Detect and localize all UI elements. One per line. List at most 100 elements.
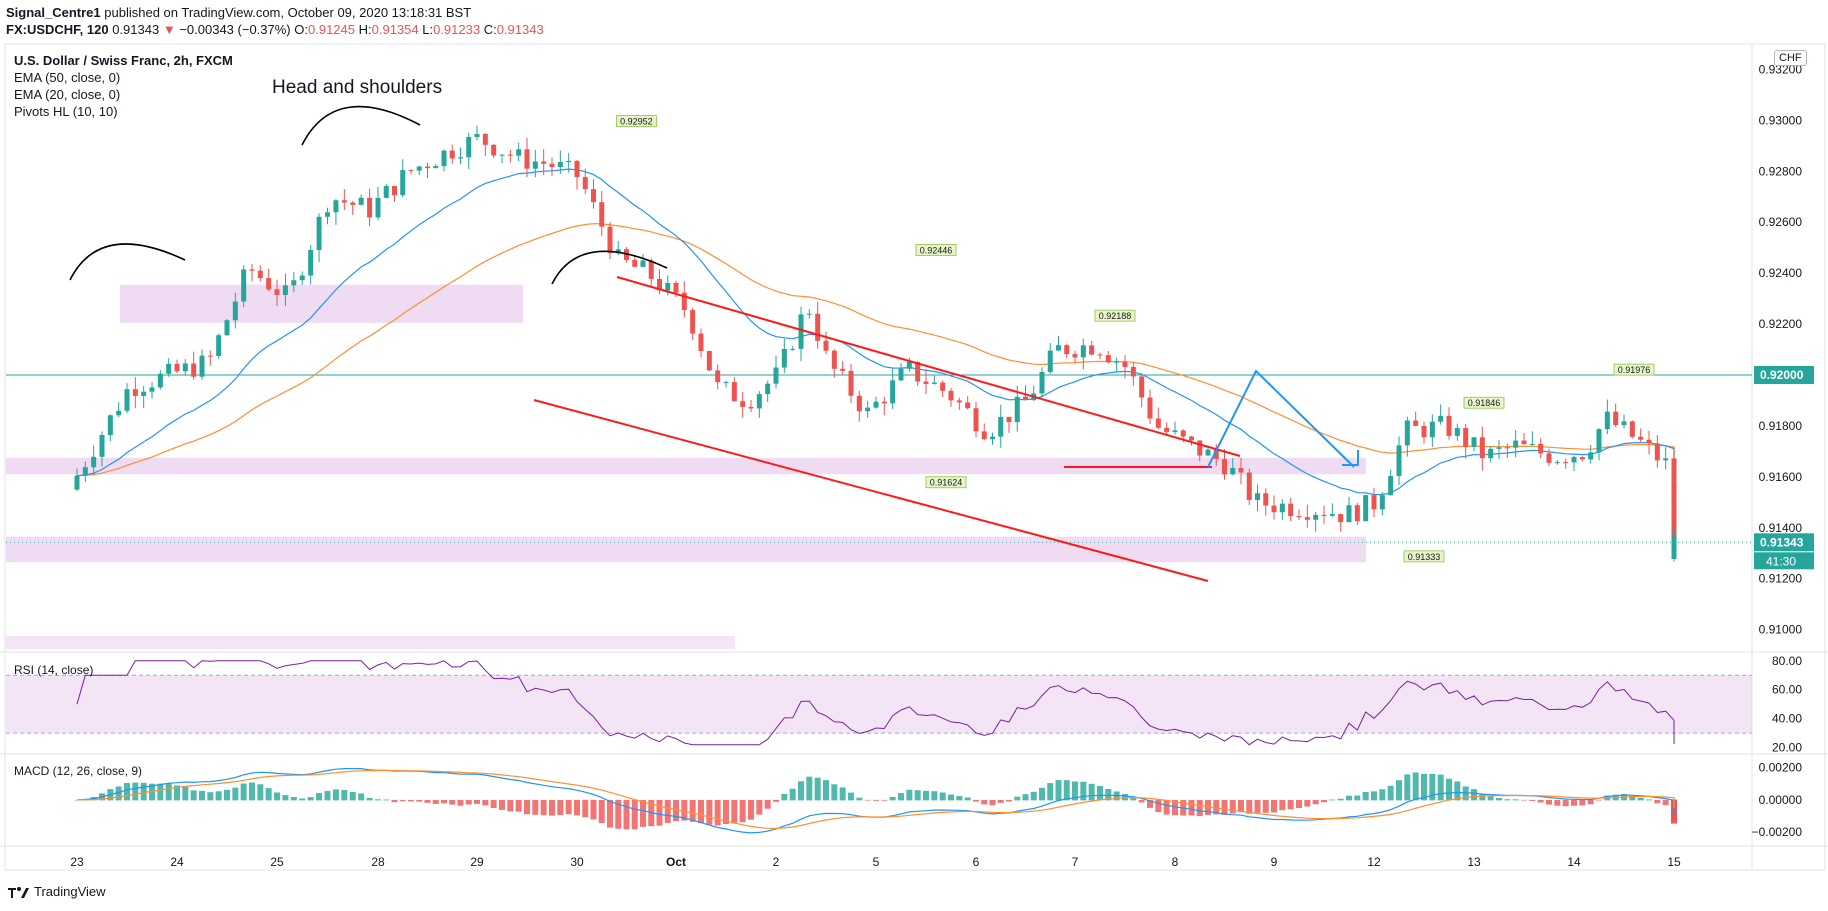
macd-hist-bar (265, 788, 272, 801)
candle-body (266, 278, 272, 290)
candle-body (532, 161, 538, 169)
macd-hist-bar (1130, 797, 1137, 801)
candle-body (1379, 495, 1385, 510)
macd-hist-bar (582, 799, 589, 818)
candle-body (1571, 457, 1577, 463)
legend-ema20[interactable]: EMA (20, close, 0) (14, 87, 121, 102)
candle-body (1321, 514, 1327, 516)
macd-hist-bar (981, 799, 988, 805)
candle-body (367, 197, 373, 218)
macd-hist-bar (1362, 791, 1369, 801)
candle-body (1288, 503, 1294, 517)
macd-hist-bar (823, 780, 829, 801)
macd-hist-bar (748, 799, 754, 820)
footer-brand[interactable]: TradingView (8, 884, 106, 899)
down-arrow-icon: ▼ (162, 22, 176, 37)
ohlc-line: FX:USDCHF, 120 0.91343 ▼ −0.00343 (−0.37… (6, 21, 544, 38)
candle-body (400, 170, 406, 196)
macd-hist-bar (1471, 789, 1477, 801)
publish-line: Signal_Centre1 published on TradingView.… (6, 4, 544, 21)
macd-hist-bar (914, 790, 921, 801)
macd-line (76, 768, 1675, 834)
candle-body (1604, 411, 1610, 430)
pivot-label: 0.92446 (920, 245, 953, 255)
time-tick-label: 2 (773, 855, 780, 869)
candle-body (765, 383, 771, 395)
macd-hist-bar (1221, 799, 1228, 815)
macd-hist-bar (1521, 799, 1527, 801)
candles (74, 125, 1677, 562)
macd-tick-label: 0.00000 (1759, 793, 1803, 807)
macd-hist-bar (1529, 799, 1536, 801)
macd-hist-bar (1163, 799, 1170, 815)
macd-hist-bar (1063, 780, 1070, 801)
countdown-label: 41:30 (1766, 554, 1796, 568)
publisher-name[interactable]: Signal_Centre1 (6, 5, 101, 20)
candle-body (282, 285, 288, 295)
macd-hist-bar (1587, 799, 1594, 805)
macd-hist-bar (416, 799, 423, 802)
candle-body (1155, 418, 1161, 428)
candle-body (865, 407, 871, 412)
macd-hist-bar (956, 795, 963, 801)
macd-hist-bar (1446, 778, 1452, 801)
countdown-tag (1754, 552, 1814, 570)
time-tick-label: 25 (270, 855, 284, 869)
candle-body (1588, 452, 1594, 460)
macd-hist-bar (540, 799, 547, 816)
candle-body (1213, 449, 1219, 460)
macd-hist-bar (1138, 799, 1145, 803)
candle-body (191, 363, 197, 377)
candle-body (632, 259, 638, 267)
price-tick-label: 0.91400 (1759, 521, 1803, 535)
candle-body (698, 333, 704, 352)
macd-tick-label: −0.00200 (1752, 825, 1803, 839)
candle-body (383, 186, 389, 198)
macd-hist-bar (1155, 799, 1162, 813)
price-tick-label: 0.92800 (1759, 164, 1803, 178)
last-price-label: 0.91343 (1760, 535, 1804, 549)
candle-body (756, 394, 762, 409)
tradingview-logo-icon (8, 886, 29, 898)
candle-body (333, 200, 339, 213)
rsi-pane-title: RSI (14, close) (14, 663, 94, 677)
candle-body (325, 212, 330, 217)
candle-body (1014, 396, 1020, 423)
macd-hist-bar (1379, 789, 1386, 801)
candle-body (474, 133, 480, 137)
candle-body (1388, 476, 1394, 496)
candle-body (1438, 415, 1444, 422)
candle-body (416, 166, 422, 171)
macd-hist-bar (739, 799, 746, 823)
rsi-line (76, 660, 1675, 746)
rsi-tick-label: 80.00 (1772, 654, 1802, 668)
legend-pivots[interactable]: Pivots HL (10, 10) (14, 104, 118, 119)
candle-body (1180, 430, 1186, 437)
macd-hist-bar (499, 799, 505, 810)
legend-ema50[interactable]: EMA (50, close, 0) (14, 70, 121, 85)
macd-hist-bar (1097, 786, 1103, 801)
macd-hist-bar (1196, 799, 1203, 817)
macd-hist-bar (1371, 791, 1377, 801)
time-tick-label: 6 (973, 855, 980, 869)
currency-badge[interactable]: CHF (1774, 50, 1807, 66)
candle-body (549, 163, 555, 168)
candle-body (973, 408, 979, 432)
macd-hist-bar (1279, 799, 1286, 811)
candle-body (425, 166, 430, 169)
macd-hist-bar (1596, 799, 1602, 801)
candle-body (1529, 443, 1535, 445)
channel-lower-trendline (533, 399, 1209, 582)
last-price-tag (1754, 533, 1814, 552)
candle-body (1197, 440, 1203, 456)
candle-body (1496, 447, 1502, 449)
macd-hist-bar (731, 799, 738, 824)
candle-body (873, 401, 879, 408)
candle-body (990, 436, 995, 440)
candle-body (615, 249, 621, 254)
macd-hist-bar (973, 799, 979, 802)
candle-body (1023, 396, 1028, 401)
candle-body (316, 216, 322, 250)
macd-hist-bar (1296, 799, 1302, 808)
